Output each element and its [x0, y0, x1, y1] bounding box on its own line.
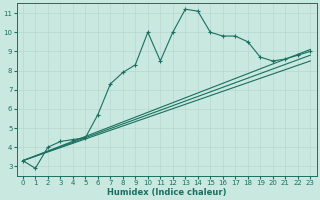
X-axis label: Humidex (Indice chaleur): Humidex (Indice chaleur): [107, 188, 226, 197]
